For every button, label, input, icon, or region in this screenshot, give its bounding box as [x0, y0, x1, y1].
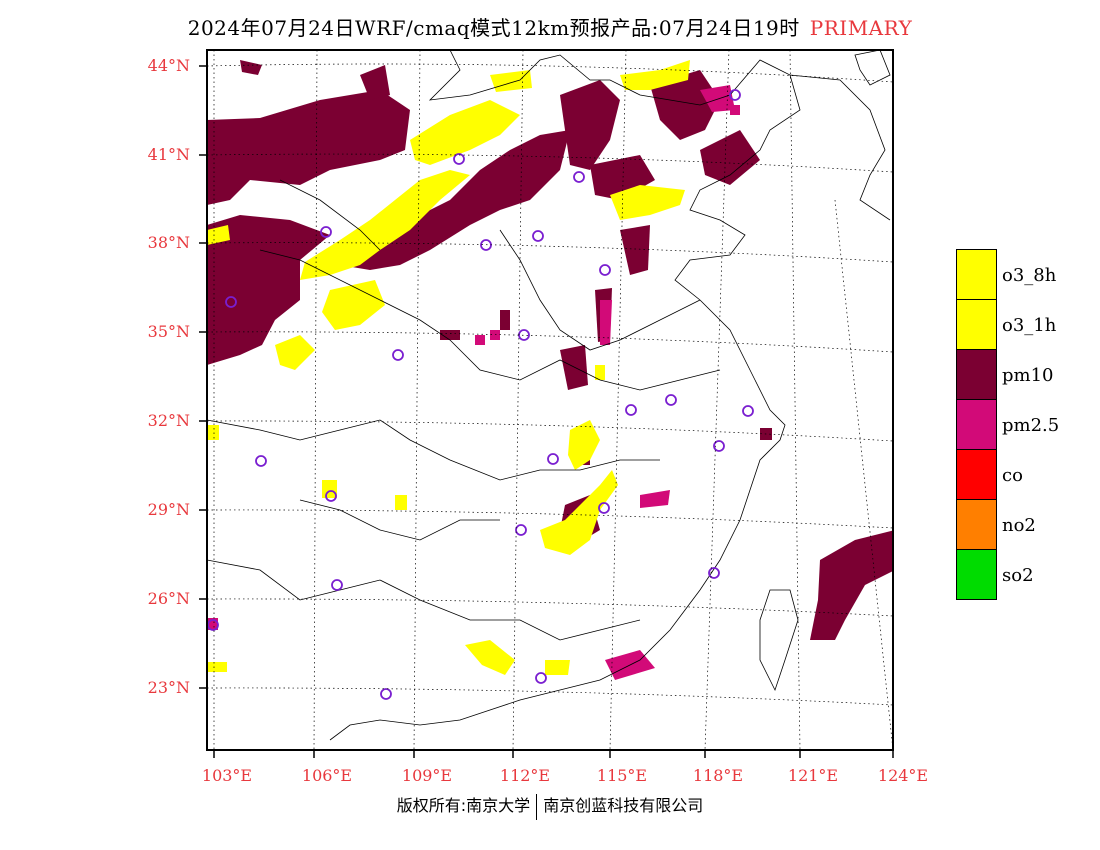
lon-label-109e: 109°E: [401, 766, 453, 785]
lon-label-115e: 115°E: [596, 766, 648, 785]
lat-label-38n: 38°N: [147, 233, 190, 252]
legend-swatch: [956, 549, 997, 600]
map-title: 2024年07月24日WRF/cmaq模式12km预报产品:07月24日19时 P…: [0, 12, 1100, 41]
legend-label: so2: [1002, 565, 1034, 586]
legend-label: o3_1h: [1002, 315, 1057, 336]
o3-regions: [207, 60, 690, 675]
legend-swatch: [956, 249, 997, 300]
copyright-left: 版权所有:南京大学: [396, 796, 531, 815]
map-frame: [206, 49, 894, 751]
lat-label-41n: 41°N: [147, 145, 190, 164]
lat-label-44n: 44°N: [147, 56, 190, 75]
legend-label: no2: [1002, 515, 1036, 536]
lon-label-106e: 106°E: [301, 766, 353, 785]
lat-label-29n: 29°N: [147, 500, 190, 519]
legend-swatch: [956, 449, 997, 500]
copyright-right: 南京创蓝科技有限公司: [543, 796, 704, 815]
lat-label-23n: 23°N: [147, 678, 190, 697]
lat-label-26n: 26°N: [147, 589, 190, 608]
lat-lon-grid: [207, 50, 893, 750]
lon-label-118e: 118°E: [692, 766, 744, 785]
legend-swatch: [956, 349, 997, 400]
legend-swatch: [956, 499, 997, 550]
lon-label-103e: 103°E: [201, 766, 253, 785]
lon-label-121e: 121°E: [787, 766, 839, 785]
lon-label-124e: 124°E: [877, 766, 929, 785]
lon-label-112e: 112°E: [499, 766, 551, 785]
legend-swatch: [956, 399, 997, 450]
map-title-text: 2024年07月24日WRF/cmaq模式12km预报产品:07月24日19时: [187, 16, 800, 40]
lat-label-35n: 35°N: [147, 322, 190, 341]
lat-label-32n: 32°N: [147, 411, 190, 430]
legend-label: pm2.5: [1002, 415, 1060, 436]
boundary-lines: [207, 50, 891, 741]
legend-label: co: [1002, 465, 1023, 486]
axis-ticks: [199, 65, 894, 758]
primary-tag: PRIMARY: [809, 16, 913, 40]
legend-swatch: [956, 299, 997, 350]
station-markers: [207, 89, 754, 700]
copyright-divider: [536, 793, 538, 820]
legend-label: pm10: [1002, 365, 1054, 386]
legend-label: o3_8h: [1002, 265, 1057, 286]
copyright-footer: 版权所有:南京大学 南京创蓝科技有限公司: [0, 792, 1100, 820]
